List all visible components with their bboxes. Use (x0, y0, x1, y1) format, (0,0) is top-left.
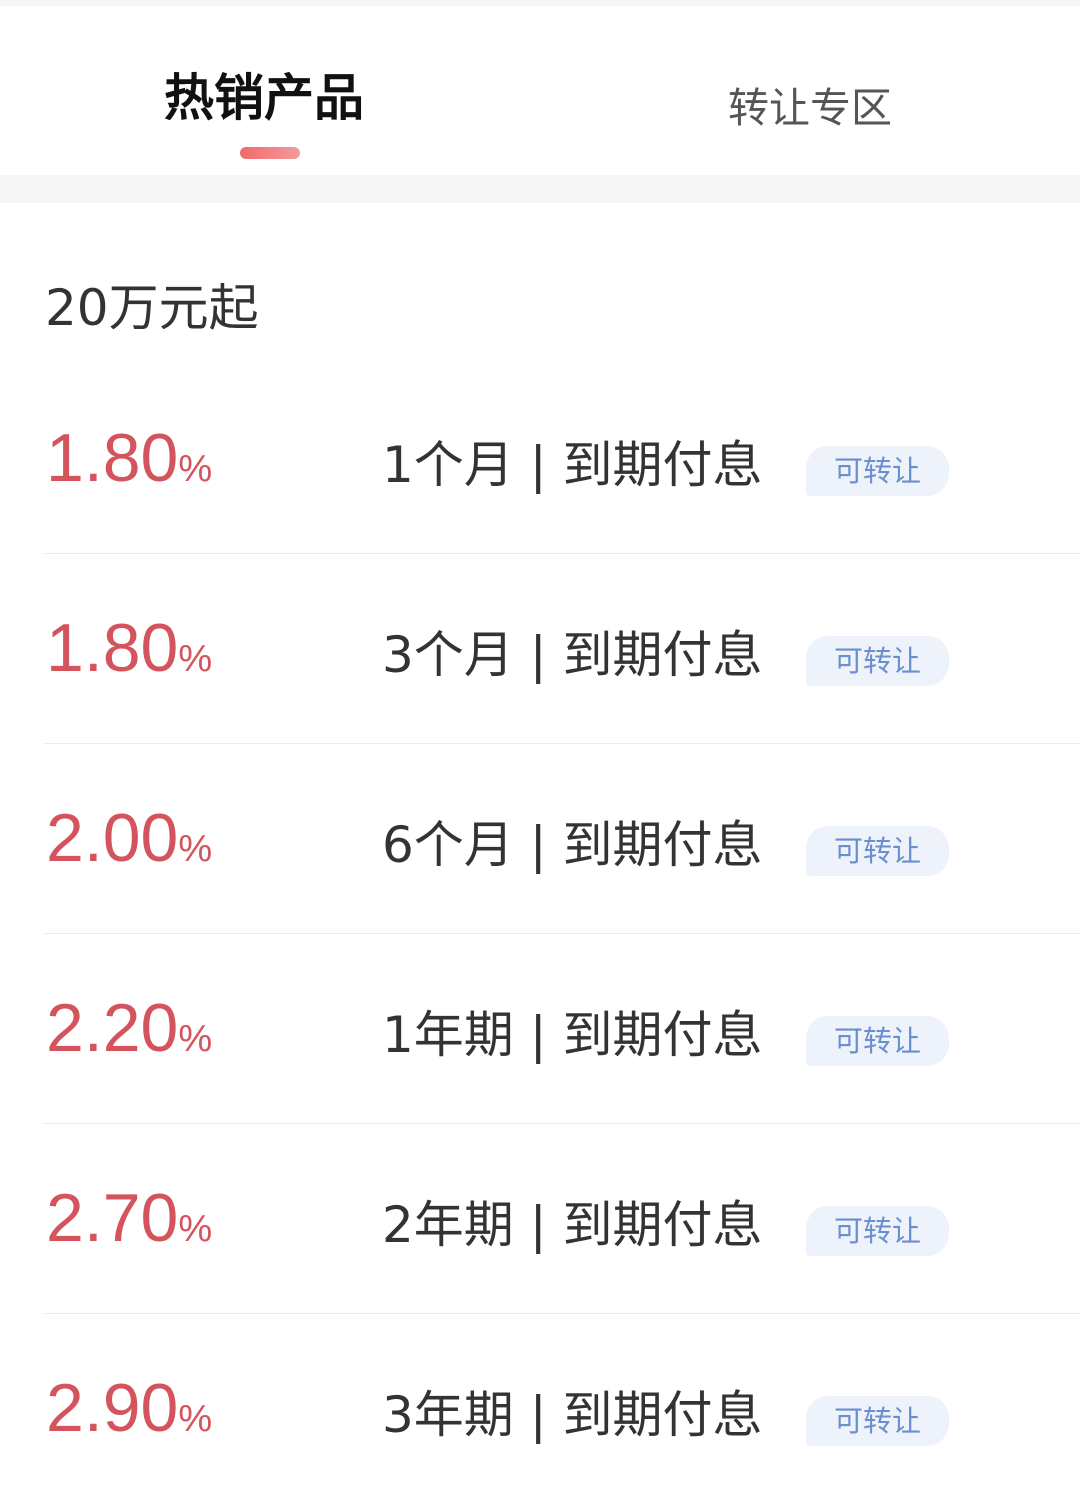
product-row[interactable]: 2.20% 1年期 | 到期付息 可转让 (44, 934, 1080, 1124)
rate: 2.90% (46, 1368, 212, 1459)
rate: 2.00% (46, 798, 212, 889)
section-divider (0, 175, 1080, 203)
rate-value: 2.70 (46, 1180, 179, 1256)
product-row[interactable]: 2.70% 2年期 | 到期付息 可转让 (44, 1124, 1080, 1314)
rate-unit: % (178, 638, 213, 680)
term: 2年期 | 到期付息 (382, 1196, 763, 1254)
section-heading: 20万元起 (45, 279, 259, 337)
rate-unit: % (178, 1208, 213, 1250)
term: 3年期 | 到期付息 (382, 1386, 763, 1444)
rate-value: 2.90 (46, 1370, 179, 1446)
rate-unit: % (178, 1398, 213, 1440)
transferable-badge: 可转让 (806, 826, 949, 876)
rate-value: 2.20 (46, 990, 179, 1066)
rate: 2.20% (46, 988, 212, 1079)
tab-bar: 热销产品 转让专区 (0, 6, 1080, 175)
rate-value: 2.00 (46, 800, 179, 876)
product-row[interactable]: 2.00% 6个月 | 到期付息 可转让 (44, 744, 1080, 934)
term: 6个月 | 到期付息 (382, 816, 763, 874)
rate-value: 1.80 (46, 420, 179, 496)
transferable-badge: 可转让 (806, 636, 949, 686)
top-strip (0, 0, 1080, 6)
transferable-badge: 可转让 (806, 1016, 949, 1066)
rate: 2.70% (46, 1178, 212, 1269)
rate: 1.80% (46, 608, 212, 699)
transferable-badge: 可转让 (806, 446, 949, 496)
rate-unit: % (178, 1018, 213, 1060)
transferable-badge: 可转让 (806, 1396, 949, 1446)
transferable-badge: 可转让 (806, 1206, 949, 1256)
product-row[interactable]: 1.80% 1个月 | 到期付息 可转让 (44, 364, 1080, 554)
active-tab-indicator (240, 147, 300, 159)
product-row[interactable]: 2.90% 3年期 | 到期付息 可转让 (44, 1314, 1080, 1504)
term: 1个月 | 到期付息 (382, 436, 763, 494)
tab-hot-products[interactable]: 热销产品 (164, 69, 364, 127)
term: 3个月 | 到期付息 (382, 626, 763, 684)
tab-transfer-zone[interactable]: 转让专区 (728, 84, 892, 132)
term: 1年期 | 到期付息 (382, 1006, 763, 1064)
rate-unit: % (178, 448, 213, 490)
product-row[interactable]: 1.80% 3个月 | 到期付息 可转让 (44, 554, 1080, 744)
product-list: 1.80% 1个月 | 到期付息 可转让 1.80% 3个月 | 到期付息 可转让 2.… (0, 364, 1080, 1504)
rate: 1.80% (46, 418, 212, 509)
rate-unit: % (178, 828, 213, 870)
rate-value: 1.80 (46, 610, 179, 686)
